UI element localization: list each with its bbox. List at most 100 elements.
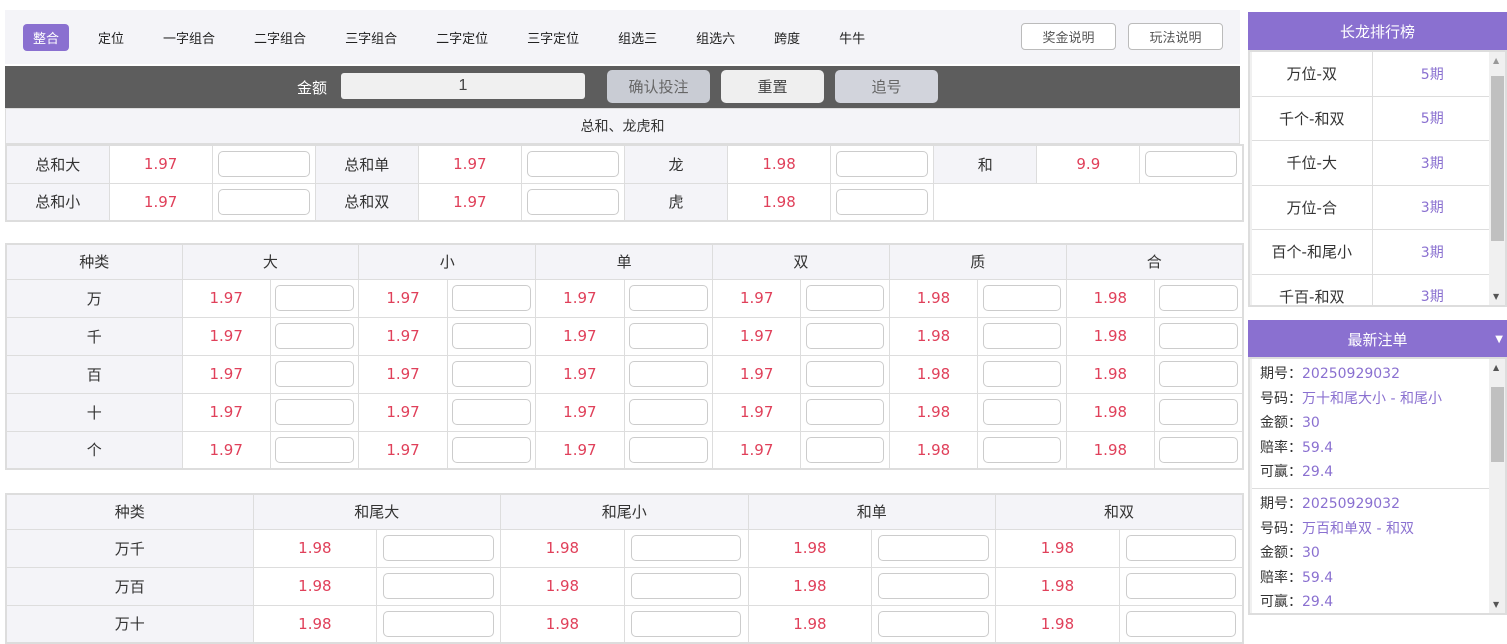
bet-amount-input[interactable] [628,285,708,311]
bet-amount-input[interactable] [630,535,742,561]
bet-amount-input[interactable] [628,361,708,387]
bet-amount-input[interactable] [628,323,708,349]
bet-input-cell [1139,144,1244,184]
bet-amount-input[interactable] [275,361,354,387]
tab-7[interactable]: 组选三 [618,31,658,47]
tab-3[interactable]: 二字组合 [254,31,307,47]
streak-name: 万位-合 [1286,198,1337,217]
bet-amount-input[interactable] [452,323,531,349]
bet-amount-input[interactable] [1159,399,1238,425]
tab-0[interactable]: 整合 [23,23,70,51]
confirm-bet-button[interactable]: 确认投注 [607,70,710,103]
tab-6[interactable]: 三字定位 [527,31,580,47]
bet-amount-input[interactable] [275,323,354,349]
bet-amount-input[interactable] [982,285,1062,311]
chase-button[interactable]: 追号 [835,70,938,103]
bet-amount-input[interactable] [275,436,354,463]
bet-input-cell [623,278,713,318]
odds-value: 1.98 [995,604,1120,644]
bet-amount-input[interactable] [1159,436,1238,463]
bet-amount-input[interactable] [1125,573,1236,599]
bet-amount-input[interactable] [1125,535,1236,561]
bet-amount-input[interactable] [1125,610,1236,637]
odds-value: 1.98 [888,430,979,470]
scroll-up-icon[interactable]: ▲ [1493,363,1500,372]
bets-scrollbar[interactable]: ▲ ▼ [1489,359,1505,613]
tab-5[interactable]: 二字定位 [436,31,489,47]
bet-amount-input[interactable] [628,399,708,425]
tab-4[interactable]: 三字组合 [345,31,398,47]
bet-amount-input[interactable] [836,188,929,215]
odds-value: 1.97 [711,354,802,394]
latest-bets-title: 最新注单 ▼ [1248,320,1507,358]
bet-amount-line: 金额：30 [1260,411,1484,436]
scroll-up-icon[interactable]: ▲ [1493,56,1500,65]
bet-amount-input[interactable] [383,573,494,599]
caret-down-icon[interactable]: ▼ [1495,333,1503,345]
odds-value: 1.98 [1065,278,1156,318]
bet-issue-label: 期号： [1260,366,1302,382]
bet-amount-input[interactable] [878,610,989,637]
bet-amount-input[interactable] [452,361,531,387]
bet-amount-input[interactable] [805,361,885,387]
bet-input-cell [446,354,537,394]
bet-amount-input[interactable] [982,361,1062,387]
bet-amount-input[interactable] [805,285,885,311]
bet-input-cell [800,392,890,432]
tab-10[interactable]: 牛牛 [839,31,866,47]
bet-amount-input[interactable] [630,573,742,599]
bet-amount-input[interactable] [982,323,1062,349]
bet-amount-input[interactable] [628,436,708,463]
bet-amount-input[interactable] [982,399,1062,425]
bet-amount-input[interactable] [527,188,619,215]
bet-amount-input[interactable] [383,535,494,561]
bet-win-value: 29.4 [1302,594,1334,611]
bet-input-cell [376,528,502,568]
bet-amount-input[interactable] [275,285,354,311]
streak-scrollbar[interactable]: ▲ ▼ [1489,52,1505,305]
bet-amount-value: 30 [1302,545,1320,562]
tab-1[interactable]: 定位 [98,31,125,47]
bet-input-cell [1118,528,1244,568]
bet-amount-input[interactable] [805,399,885,425]
bet-amount-input[interactable] [452,399,531,425]
odds-value: 1.97 [417,182,522,222]
bet-input-cell [623,354,713,394]
table-row: 万千 1.98 1.98 1.98 1.98 [5,528,1244,568]
bet-amount-input[interactable] [836,151,929,178]
tab-8[interactable]: 组选六 [696,31,736,47]
scroll-down-icon[interactable]: ▼ [1493,600,1500,609]
streak-count: 3期 [1371,185,1493,229]
bet-amount-input[interactable] [275,399,354,425]
sum-table: 总和大 1.97 总和单 1.97 龙 1.98 和 9.9 总和小 1.97 总和双 1.97 虎 1.… [5,144,1244,222]
bet-amount-input[interactable] [383,610,494,637]
bet-amount-input[interactable] [217,188,310,215]
bet-amount-input[interactable] [1159,361,1238,387]
amount-input[interactable] [341,73,585,99]
bet-input-cell [1118,604,1244,644]
bet-amount-input[interactable] [1159,323,1238,349]
tab-9[interactable]: 跨度 [774,31,801,47]
bet-amount-input[interactable] [1145,151,1237,178]
prize-info-button[interactable]: 奖金说明 [1021,23,1116,50]
bet-type-label: 龙 [623,144,729,184]
bet-amount-input[interactable] [630,610,742,637]
odds-value: 1.97 [358,278,448,318]
bet-amount-input[interactable] [452,436,531,463]
row-label: 万 [5,278,183,318]
streak-row: 万位-双 5期 [1252,52,1492,97]
bet-amount-input[interactable] [527,151,619,178]
rules-button[interactable]: 玩法说明 [1128,23,1223,50]
bet-amount-input[interactable] [217,151,310,178]
reset-button[interactable]: 重置 [721,70,824,103]
bet-odds-value: 59.4 [1302,569,1334,586]
bet-amount-input[interactable] [878,535,989,561]
bet-amount-input[interactable] [805,323,885,349]
bet-amount-input[interactable] [878,573,989,599]
tab-2[interactable]: 一字组合 [163,31,216,47]
bet-amount-input[interactable] [982,436,1062,463]
bet-amount-input[interactable] [1159,285,1238,311]
bet-amount-input[interactable] [805,436,885,463]
scroll-down-icon[interactable]: ▼ [1493,292,1500,301]
bet-amount-input[interactable] [452,285,531,311]
